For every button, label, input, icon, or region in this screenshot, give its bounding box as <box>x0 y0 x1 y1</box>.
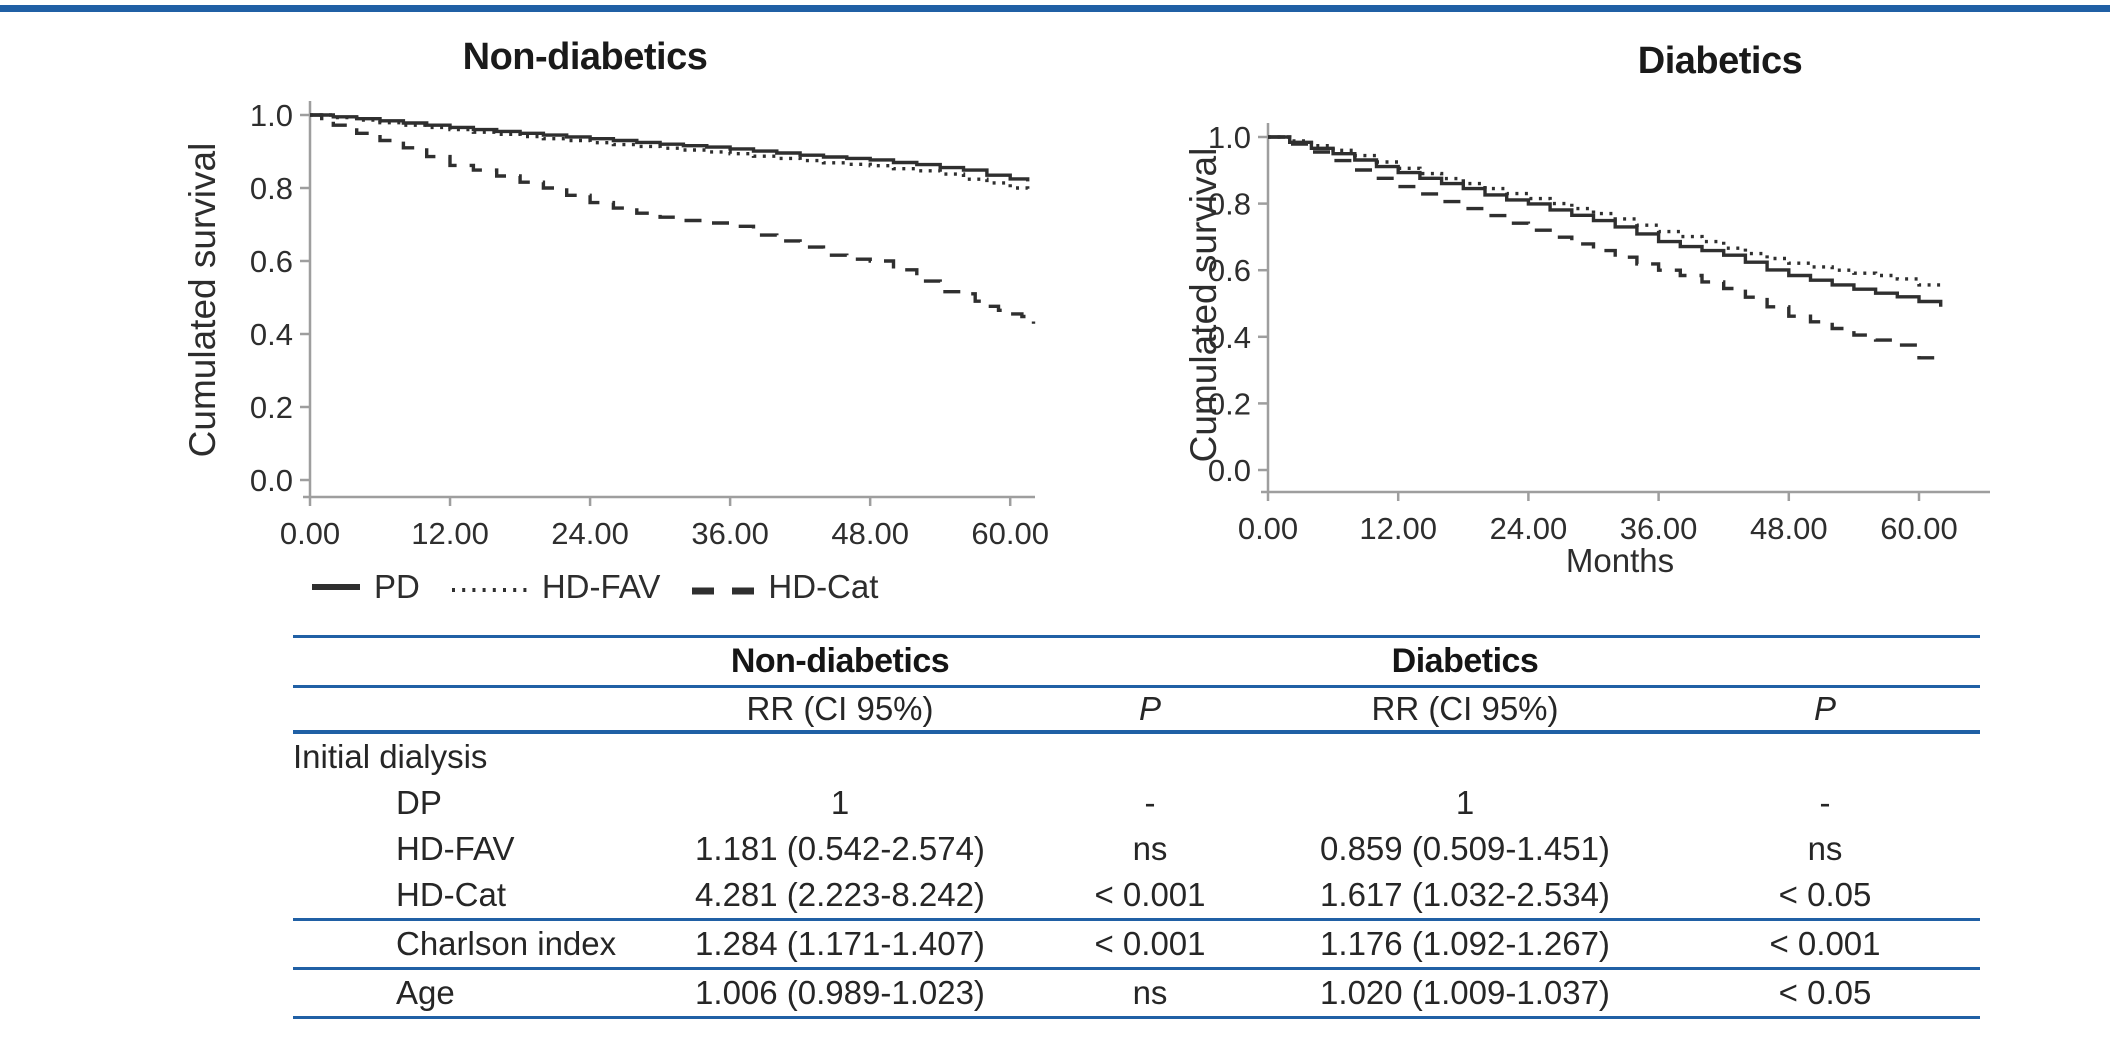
svg-text:0.2: 0.2 <box>250 390 293 425</box>
table-column-header-row: RR (CI 95%) P RR (CI 95%) P <box>293 688 1980 730</box>
legend-label-hd-fav: HD-FAV <box>541 568 661 605</box>
table-cell: 4.281 (2.223-8.242) <box>695 876 985 913</box>
row-label-charlson-index: Charlson index <box>396 925 617 962</box>
table-cell: ns <box>1807 830 1843 867</box>
legend-swatch-solid-line-icon <box>312 584 360 590</box>
km-curve-pd <box>310 113 1030 182</box>
km-curve-hd-cat <box>310 113 1036 324</box>
row-label-initial-dialysis: Initial dialysis <box>293 738 488 775</box>
table-cell: ns <box>1132 830 1168 867</box>
km-curve-hd-fav <box>1268 135 1943 289</box>
svg-text:48.00: 48.00 <box>1750 511 1828 546</box>
col-header-p-diabetics: P <box>1813 690 1836 727</box>
table-cell: 1.617 (1.032-2.534) <box>1320 876 1610 913</box>
legend-label-pd: PD <box>374 568 420 605</box>
legend-swatch-dashed-line-icon <box>692 587 755 595</box>
svg-text:1.0: 1.0 <box>1208 120 1251 155</box>
svg-text:36.00: 36.00 <box>691 516 769 551</box>
svg-text:12.00: 12.00 <box>411 516 489 551</box>
table-cell: 1.020 (1.009-1.037) <box>1320 974 1610 1011</box>
table-cell: 1.006 (0.989-1.023) <box>695 974 985 1011</box>
col-header-rr-nondiabetics: RR (CI 95%) <box>746 690 934 727</box>
table-cell: 1.284 (1.171-1.407) <box>695 925 985 962</box>
table-row-dp: DP 1 - 1 - <box>293 780 1980 826</box>
row-label-hd-cat: HD-Cat <box>396 876 507 913</box>
svg-text:0.8: 0.8 <box>250 171 293 206</box>
table-rule <box>293 635 1980 638</box>
svg-text:48.00: 48.00 <box>831 516 909 551</box>
row-label-hd-fav: HD-FAV <box>396 830 515 867</box>
svg-text:24.00: 24.00 <box>1490 511 1568 546</box>
col-header-rr-diabetics: RR (CI 95%) <box>1371 690 1559 727</box>
svg-text:0.6: 0.6 <box>1208 253 1251 288</box>
km-curve-hd-fav <box>310 113 1030 192</box>
col-header-p-nondiabetics: P <box>1138 690 1161 727</box>
table-rule <box>293 730 1980 734</box>
table-cell: 1 <box>830 784 850 821</box>
svg-text:0.2: 0.2 <box>1208 386 1251 421</box>
table-rule <box>293 1016 1980 1019</box>
km-plot-diabetics: 1.0 0.8 0.6 0.4 0.2 0.0 0.00 12.00 24.00 36.00 48.… <box>1208 120 1990 546</box>
row-label-age: Age <box>396 974 455 1011</box>
table-cell: - <box>1144 784 1156 821</box>
table-row-hd-fav: HD-FAV 1.181 (0.542-2.574) ns 0.859 (0.5… <box>293 826 1980 872</box>
x-axis-label-months: Months <box>1565 542 1675 579</box>
chart-title-nondiabetics: Non-diabetics <box>462 36 708 78</box>
table-rule <box>293 967 1980 970</box>
svg-text:0.6: 0.6 <box>250 244 293 279</box>
svg-text:60.00: 60.00 <box>1880 511 1958 546</box>
table-rule <box>293 685 1980 688</box>
svg-text:12.00: 12.00 <box>1359 511 1437 546</box>
svg-text:0.0: 0.0 <box>250 463 293 498</box>
table-cell: < 0.001 <box>1769 925 1881 962</box>
svg-text:0.4: 0.4 <box>1208 320 1251 355</box>
table-cell: ns <box>1132 974 1168 1011</box>
svg-text:0.4: 0.4 <box>250 317 293 352</box>
svg-text:1.0: 1.0 <box>250 98 293 133</box>
legend-swatch-dotted-line-icon <box>451 588 529 592</box>
table-group-header-nondiabetics: Non-diabetics <box>730 642 950 680</box>
cox-results-table: Non-diabetics Diabetics RR (CI 95%) P RR… <box>293 635 1980 1019</box>
table-row-charlson-index: Charlson index 1.284 (1.171-1.407) < 0.0… <box>293 921 1980 967</box>
table-cell: 0.859 (0.509-1.451) <box>1320 830 1610 867</box>
table-row-hd-cat: HD-Cat 4.281 (2.223-8.242) < 0.001 1.617… <box>293 872 1980 918</box>
svg-text:60.00: 60.00 <box>971 516 1049 551</box>
table-cell: < 0.05 <box>1778 876 1872 913</box>
table-cell: < 0.001 <box>1094 925 1206 962</box>
km-curve-hd-cat <box>1268 135 1943 361</box>
svg-text:0.00: 0.00 <box>280 516 340 551</box>
legend-label-hd-cat: HD-Cat <box>768 568 879 605</box>
chart-legend: PD HD-FAV HD-Cat <box>310 565 878 609</box>
table-cell: 1 <box>1455 784 1475 821</box>
km-curve-pd <box>1268 135 1943 307</box>
table-cell: - <box>1819 784 1831 821</box>
svg-text:0.00: 0.00 <box>1238 511 1298 546</box>
svg-text:24.00: 24.00 <box>551 516 629 551</box>
chart-title-diabetics: Diabetics <box>1637 40 1803 82</box>
km-plot-nondiabetics: 1.0 0.8 0.6 0.4 0.2 0.0 0.00 12.00 24.00 36.00 48.… <box>250 98 1049 551</box>
row-label-dp: DP <box>396 784 442 821</box>
svg-text:36.00: 36.00 <box>1620 511 1698 546</box>
table-rule <box>293 918 1980 921</box>
svg-text:0.8: 0.8 <box>1208 187 1251 222</box>
table-cell: < 0.001 <box>1094 876 1206 913</box>
table-cell: 1.181 (0.542-2.574) <box>695 830 985 867</box>
table-cell: 1.176 (1.092-1.267) <box>1320 925 1610 962</box>
table-row-age: Age 1.006 (0.989-1.023) ns 1.020 (1.009-… <box>293 970 1980 1016</box>
table-group-header-row: Non-diabetics Diabetics <box>293 638 1980 685</box>
top-border-rule <box>0 5 2110 12</box>
svg-text:0.0: 0.0 <box>1208 453 1251 488</box>
table-cell: < 0.05 <box>1778 974 1872 1011</box>
table-group-header-diabetics: Diabetics <box>1391 642 1539 680</box>
table-row-initial-dialysis: Initial dialysis <box>293 734 1980 780</box>
